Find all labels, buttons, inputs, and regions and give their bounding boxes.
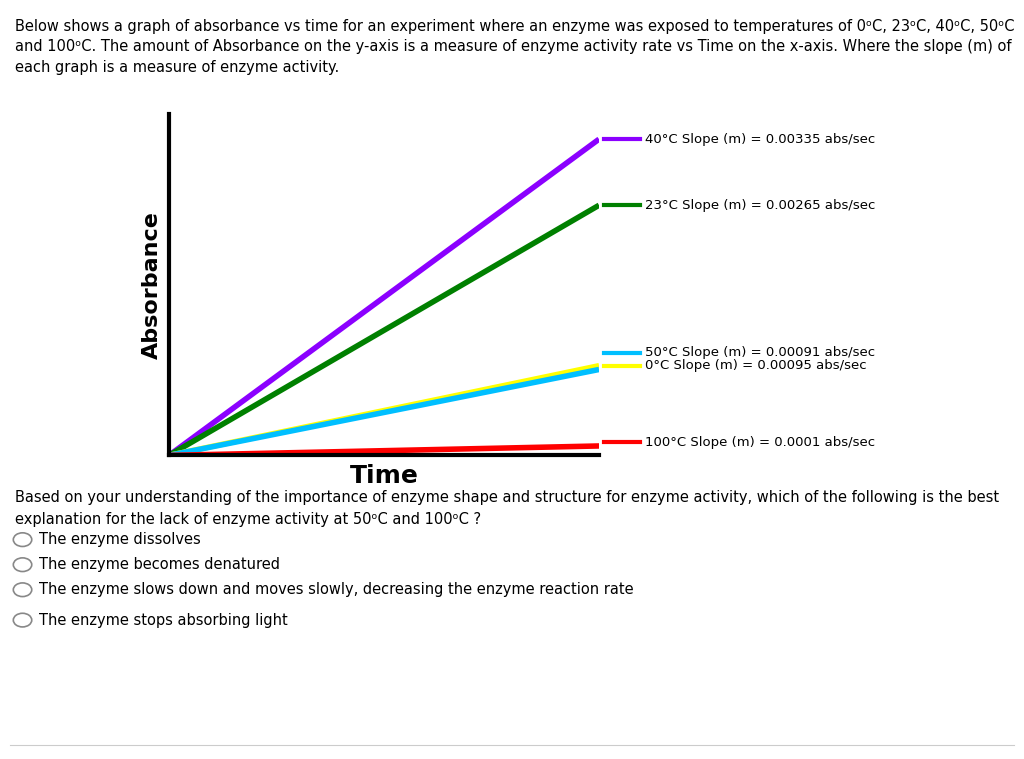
Text: The enzyme dissolves: The enzyme dissolves	[39, 532, 201, 547]
Text: The enzyme becomes denatured: The enzyme becomes denatured	[39, 557, 280, 572]
Text: 40°C Slope (m) = 0.00335 abs/sec: 40°C Slope (m) = 0.00335 abs/sec	[645, 133, 876, 146]
Text: explanation for the lack of enzyme activity at 50ᵒC and 100ᵒC ?: explanation for the lack of enzyme activ…	[15, 512, 481, 528]
Y-axis label: Absorbance: Absorbance	[142, 211, 162, 358]
Text: Based on your understanding of the importance of enzyme shape and structure for : Based on your understanding of the impor…	[15, 490, 999, 505]
Text: 100°C Slope (m) = 0.0001 abs/sec: 100°C Slope (m) = 0.0001 abs/sec	[645, 436, 876, 449]
Text: 50°C Slope (m) = 0.00091 abs/sec: 50°C Slope (m) = 0.00091 abs/sec	[645, 346, 876, 359]
Text: 23°C Slope (m) = 0.00265 abs/sec: 23°C Slope (m) = 0.00265 abs/sec	[645, 199, 876, 212]
Text: The enzyme stops absorbing light: The enzyme stops absorbing light	[39, 613, 288, 628]
Text: Below shows a graph of absorbance vs time for an experiment where an enzyme was : Below shows a graph of absorbance vs tim…	[15, 19, 1015, 34]
Text: and 100ᵒC. The amount of Absorbance on the y-axis is a measure of enzyme activit: and 100ᵒC. The amount of Absorbance on t…	[15, 39, 1012, 55]
Text: each graph is a measure of enzyme activity.: each graph is a measure of enzyme activi…	[15, 60, 340, 75]
Text: 0°C Slope (m) = 0.00095 abs/sec: 0°C Slope (m) = 0.00095 abs/sec	[645, 359, 866, 372]
Text: The enzyme slows down and moves slowly, decreasing the enzyme reaction rate: The enzyme slows down and moves slowly, …	[39, 582, 634, 597]
X-axis label: Time: Time	[349, 464, 419, 488]
